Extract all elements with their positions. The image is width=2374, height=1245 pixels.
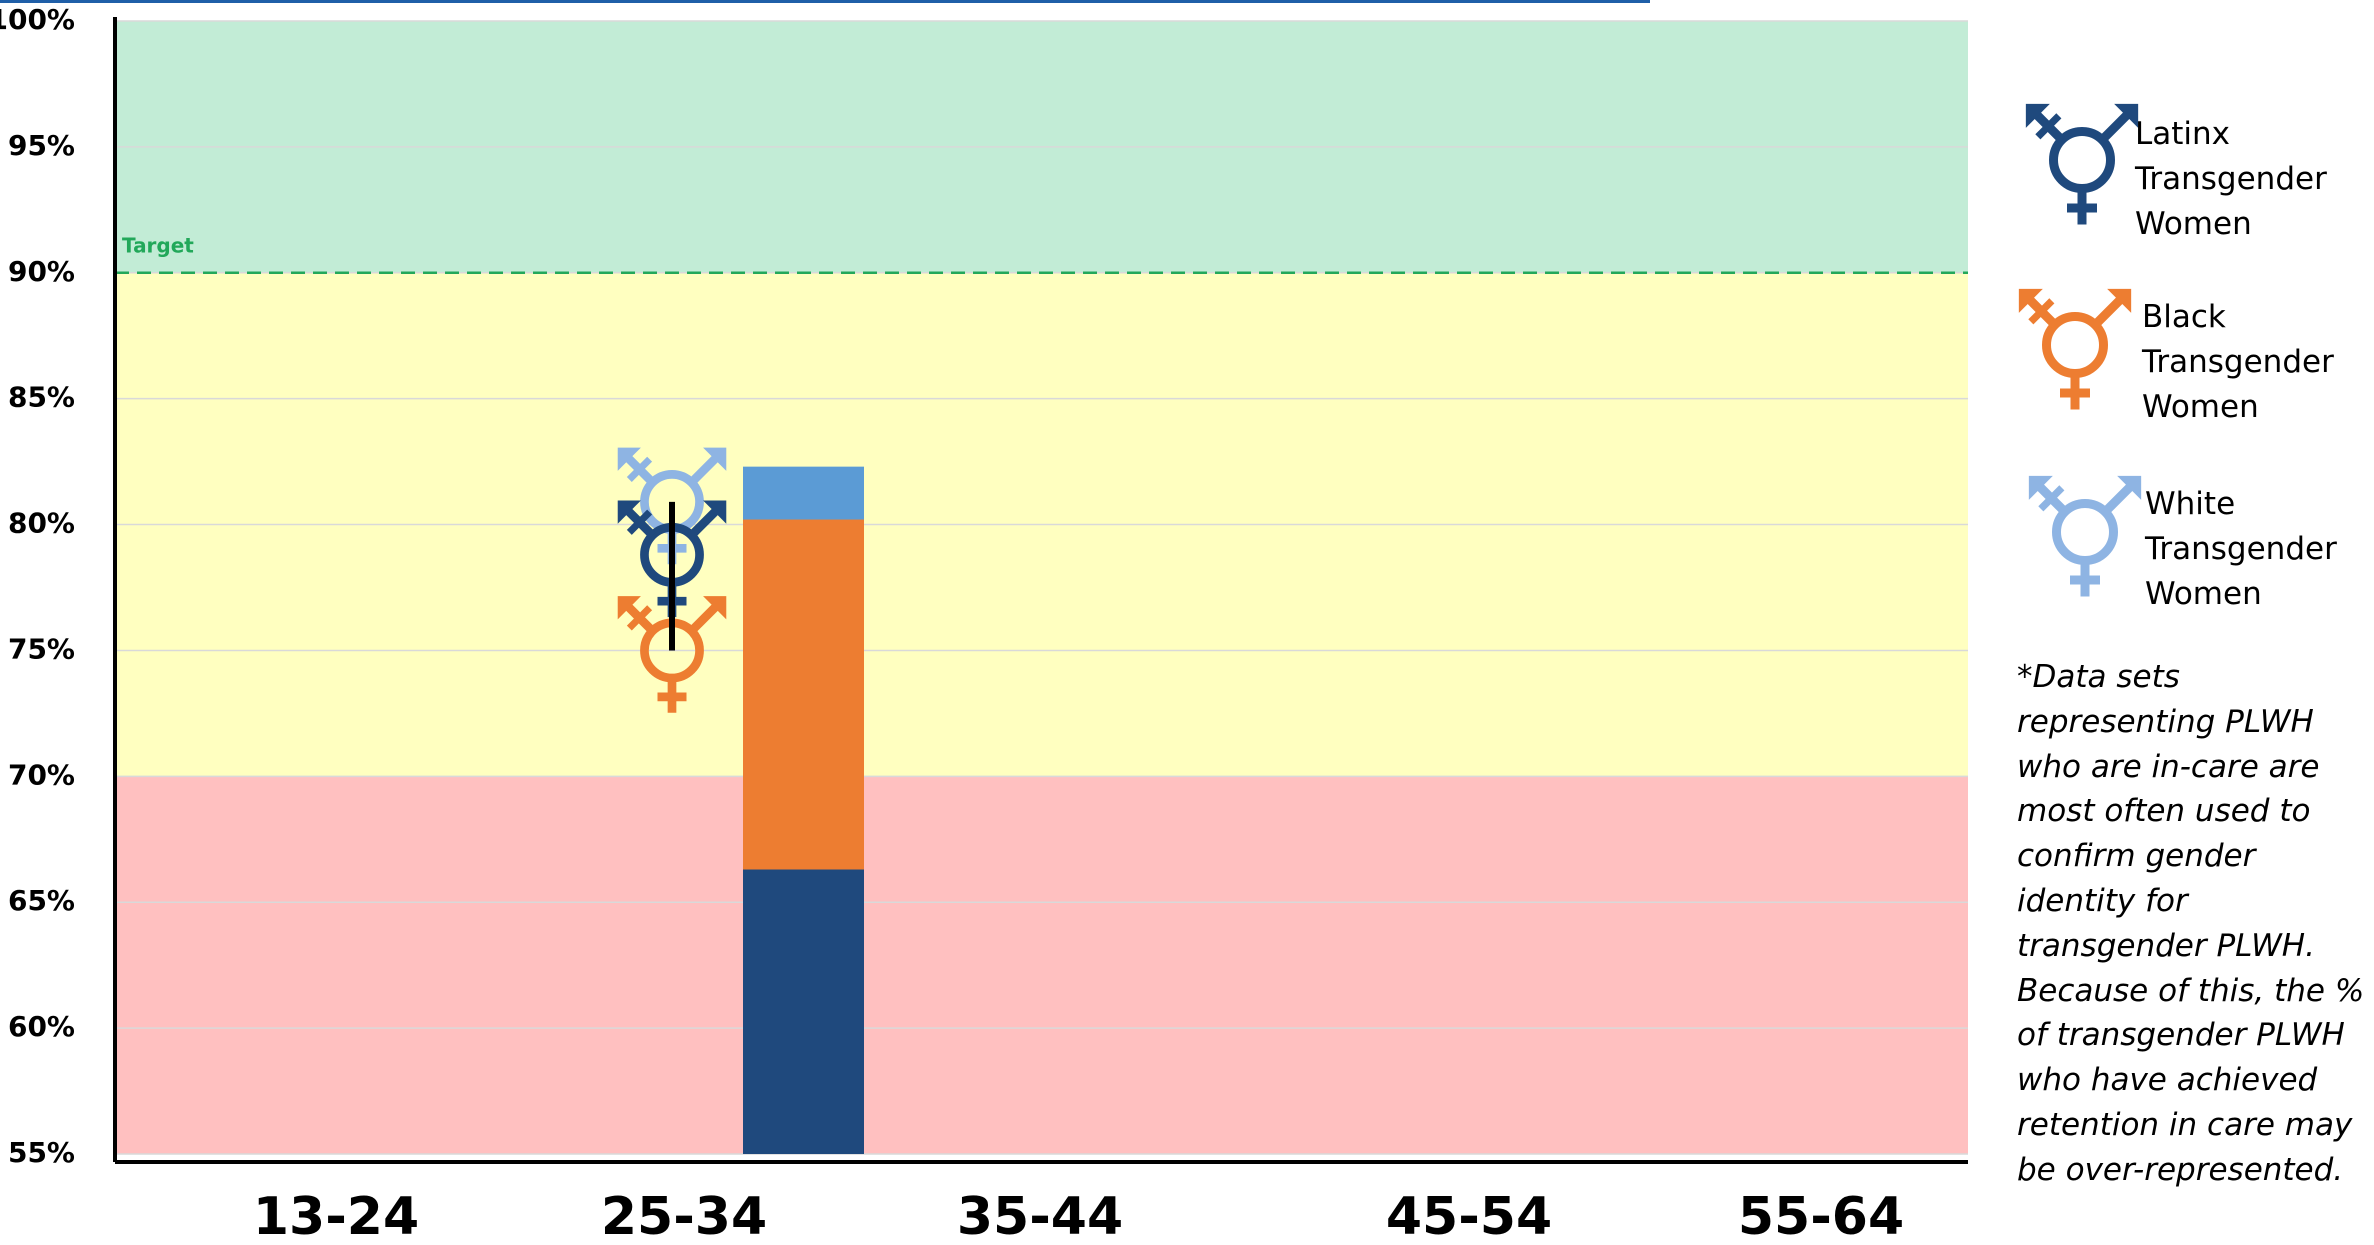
symbol-tick bbox=[2038, 485, 2065, 512]
symbol-arrowhead bbox=[617, 500, 641, 524]
y-tick-label: 60% bbox=[8, 1010, 75, 1043]
symbol-arrowhead bbox=[2114, 103, 2139, 128]
y-tick-label: 100% bbox=[0, 3, 75, 36]
symbol-arrowhead bbox=[617, 596, 641, 620]
symbol-arrowhead bbox=[2107, 288, 2132, 313]
y-tick-label: 85% bbox=[8, 381, 75, 414]
footnote: *Data sets representing PLWH who are in-… bbox=[2017, 659, 2365, 1188]
marker bbox=[617, 447, 727, 565]
symbol-arrowhead bbox=[703, 596, 727, 620]
band bbox=[115, 776, 1968, 1154]
symbol-arrowhead bbox=[2117, 475, 2142, 500]
x-tick-label: 35-44 bbox=[957, 1187, 1123, 1245]
x-tick-label: 45-54 bbox=[1386, 1187, 1552, 1245]
y-tick-label: 55% bbox=[8, 1136, 75, 1169]
symbol-arrow bbox=[688, 453, 721, 486]
symbol-arrow bbox=[2091, 294, 2126, 329]
symbol-arrow bbox=[2101, 481, 2136, 516]
symbol-arrowhead bbox=[617, 447, 641, 471]
y-tick-label: 75% bbox=[8, 632, 75, 665]
symbol-ring bbox=[2052, 499, 2118, 565]
y-tick-label: 70% bbox=[8, 758, 75, 791]
symbol-arrowhead bbox=[2025, 103, 2050, 128]
symbol-arrow bbox=[688, 601, 721, 635]
bar-segment bbox=[743, 466, 864, 520]
symbol-tick bbox=[626, 456, 653, 482]
symbol-arrow bbox=[688, 506, 721, 539]
symbol-arrowhead bbox=[2018, 288, 2043, 313]
bar-segment bbox=[743, 869, 864, 1154]
symbol-arrowhead bbox=[703, 500, 727, 524]
symbol-arrow bbox=[2098, 109, 2133, 144]
bar-segment bbox=[743, 519, 864, 870]
symbol-tick bbox=[2035, 113, 2062, 140]
symbol-ring bbox=[2042, 312, 2108, 378]
symbol-arrowhead bbox=[703, 447, 727, 471]
y-tick-label: 80% bbox=[8, 507, 75, 540]
y-tick-label: 65% bbox=[8, 884, 75, 917]
x-tick-label: 25-34 bbox=[601, 1187, 767, 1245]
y-tick-label: 90% bbox=[8, 255, 75, 288]
legend-symbol bbox=[2025, 103, 2139, 225]
symbol-arrowhead bbox=[2028, 475, 2053, 500]
x-tick-label: 55-64 bbox=[1738, 1187, 1904, 1245]
legend-label: Black Transgender Women bbox=[2142, 299, 2334, 425]
symbol-tick bbox=[626, 509, 653, 535]
target-label: Target bbox=[122, 233, 194, 257]
top-border bbox=[0, 0, 1650, 3]
x-tick-label: 13-24 bbox=[253, 1187, 419, 1245]
symbol-tick bbox=[626, 605, 653, 631]
y-tick-label: 95% bbox=[8, 129, 75, 162]
symbol-ring bbox=[2049, 127, 2115, 193]
legend-symbol bbox=[2028, 475, 2142, 597]
legend-symbol bbox=[2018, 288, 2132, 410]
legend-label: Latinx Transgender Women bbox=[2135, 116, 2327, 242]
symbol-tick bbox=[2028, 298, 2055, 325]
legend-label: White Transgender Women bbox=[2145, 486, 2337, 612]
